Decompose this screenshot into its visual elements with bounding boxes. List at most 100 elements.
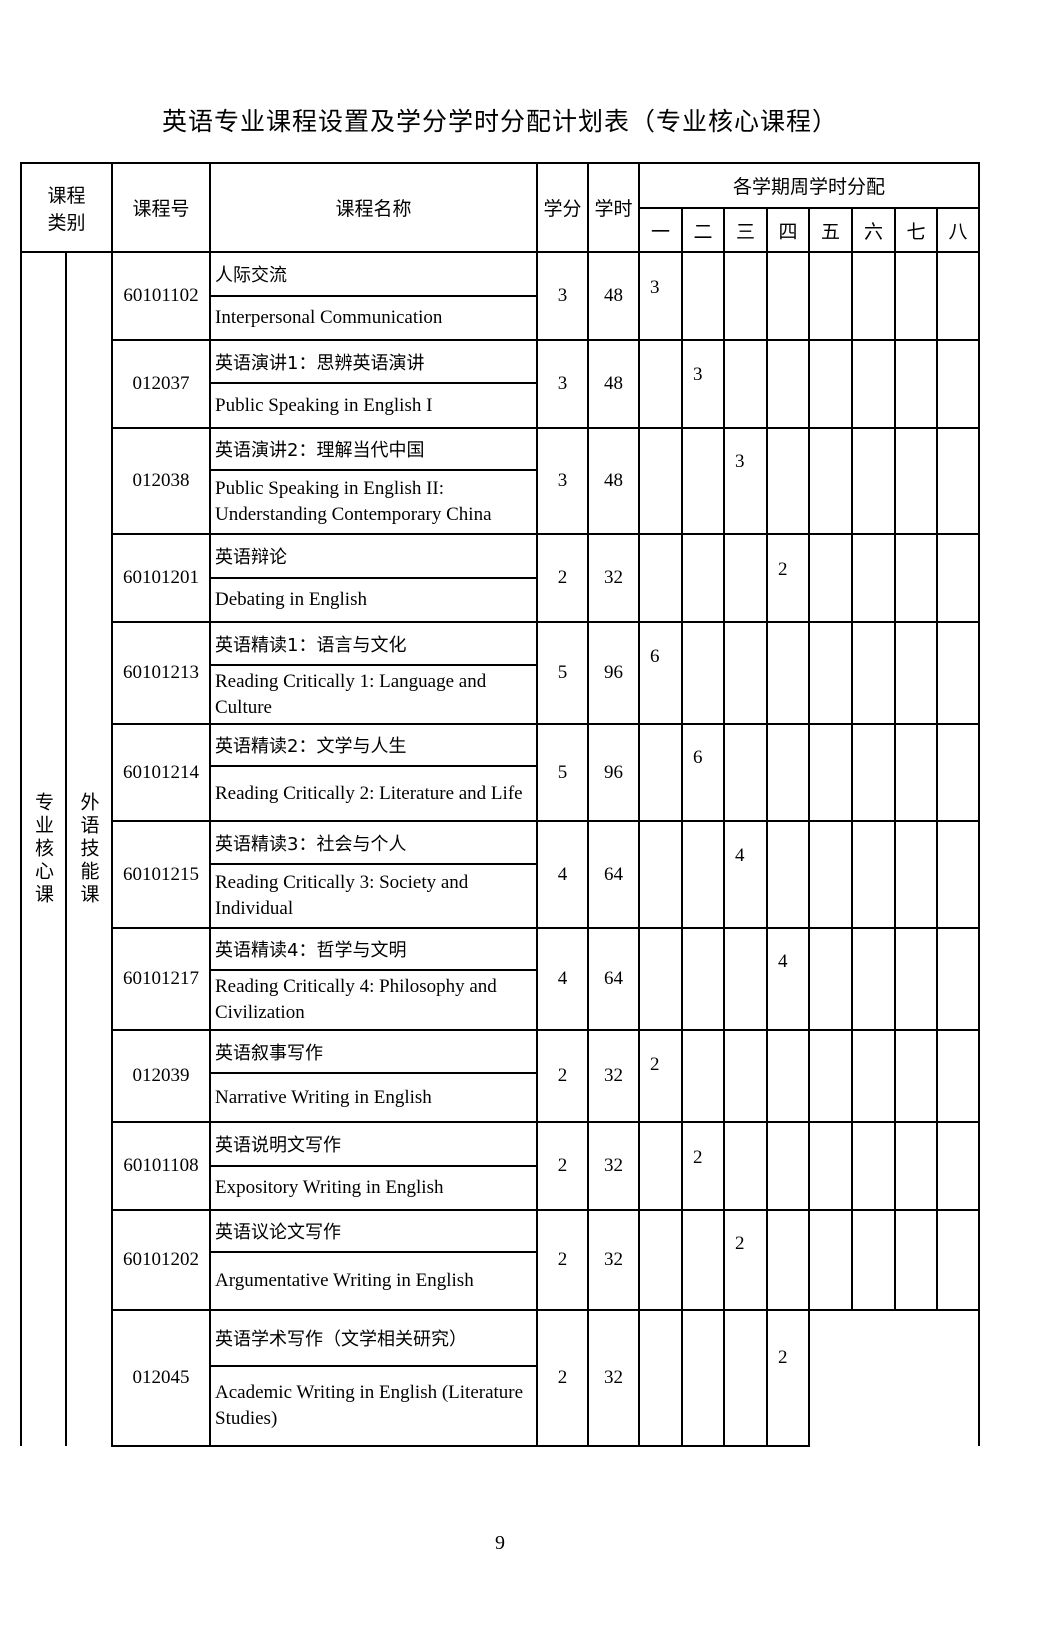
course-name: 英语演讲2：理解当代中国 Public Speaking in English I… <box>209 427 538 535</box>
semester-hours <box>723 533 768 623</box>
semester-hours <box>638 533 683 623</box>
table-row: 012037 英语演讲1：思辨英语演讲 Public Speaking in Eng… <box>21 339 980 429</box>
course-name-cn: 英语精读2：文学与人生 <box>211 725 536 767</box>
credit: 3 <box>536 251 589 341</box>
semester-hours <box>809 1310 852 1446</box>
credit: 2 <box>536 1209 589 1311</box>
credit: 2 <box>536 1121 589 1211</box>
credit: 4 <box>536 820 589 929</box>
header-semester: 六 <box>851 207 896 253</box>
course-code: 60101217 <box>111 927 211 1031</box>
semester-hours <box>808 1209 853 1311</box>
semester-hours <box>723 1029 768 1123</box>
course-code: 60101102 <box>111 251 211 341</box>
hours: 32 <box>587 1309 640 1447</box>
course-name-en: Reading Critically 1: Language and Cultu… <box>215 670 487 718</box>
credit: 5 <box>536 621 589 725</box>
semester-hours <box>936 1029 980 1123</box>
semester-hours <box>681 1309 725 1447</box>
semester-hours <box>851 251 896 341</box>
course-name-cn: 英语叙事写作 <box>211 1031 536 1074</box>
semester-hours: 6 <box>638 621 683 725</box>
semester-hours <box>638 1309 683 1447</box>
course-name-en: Reading Critically 2: Literature and Lif… <box>215 782 523 804</box>
semester-hours <box>723 339 768 429</box>
course-name-cn: 英语精读3：社会与个人 <box>211 822 536 865</box>
course-name-en: Debating in English <box>215 589 367 610</box>
hours: 64 <box>587 820 640 929</box>
semester-hours <box>808 723 853 822</box>
semester-hours <box>808 927 853 1031</box>
semester-hours <box>681 427 725 535</box>
credit: 3 <box>536 427 589 535</box>
header-semester: 五 <box>808 207 853 253</box>
credit: 2 <box>536 533 589 623</box>
course-code: 60101201 <box>111 533 211 623</box>
hours: 64 <box>587 927 640 1031</box>
header-hours: 学时 <box>587 162 640 253</box>
course-name-cn: 人际交流 <box>211 253 536 297</box>
course-name-en: Expository Writing in English <box>215 1177 444 1198</box>
semester-hours <box>851 1029 896 1123</box>
semester-hours <box>851 723 896 822</box>
course-name-cn: 英语说明文写作 <box>211 1123 536 1167</box>
course-name: 英语说明文写作 Expository Writing in English <box>209 1121 538 1211</box>
semester-hours <box>681 927 725 1031</box>
semester-hours <box>638 427 683 535</box>
semester-hours: 2 <box>638 1029 683 1123</box>
semester-hours <box>894 427 938 535</box>
course-name-en: Academic Writing in English (Literature … <box>215 1382 524 1429</box>
table-row: 60101201 英语辩论 Debating in English 2 32 2 <box>21 533 980 623</box>
header-code: 课程号 <box>111 162 211 253</box>
semester-hours <box>638 927 683 1031</box>
semester-hours <box>808 621 853 725</box>
course-name-en: Reading Critically 3: Society and Indivi… <box>215 872 469 919</box>
course-name: 英语学术写作（文学相关研究） Academic Writing in Englis… <box>209 1309 538 1447</box>
course-name: 英语演讲1：思辨英语演讲 Public Speaking in English I <box>209 339 538 429</box>
semester-hours <box>894 533 938 623</box>
hours: 32 <box>587 1209 640 1311</box>
course-name-en: Public Speaking in English II: Understan… <box>215 478 492 525</box>
course-name-cn: 英语学术写作（文学相关研究） <box>211 1311 536 1367</box>
semester-hours: 3 <box>638 251 683 341</box>
course-name-cn: 英语演讲1：思辨英语演讲 <box>211 341 536 384</box>
semester-hours <box>851 820 896 929</box>
semester-hours <box>681 621 725 725</box>
semester-hours <box>894 251 938 341</box>
semester-hours <box>851 427 896 535</box>
table-row: 60101108 英语说明文写作 Expository Writing in Eng… <box>21 1121 980 1211</box>
course-name: 英语叙事写作 Narrative Writing in English <box>209 1029 538 1123</box>
semester-hours <box>766 339 810 429</box>
header-semester: 八 <box>936 207 980 253</box>
course-name-en: Public Speaking in English I <box>215 394 433 416</box>
credit: 4 <box>536 927 589 1031</box>
semester-hours <box>851 927 896 1031</box>
table-row: 60101202 英语议论文写作 Argumentative Writing in … <box>21 1209 980 1311</box>
header-semester: 二 <box>681 207 725 253</box>
course-code: 012038 <box>111 427 211 535</box>
semester-hours <box>808 339 853 429</box>
hours: 48 <box>587 251 640 341</box>
semester-hours <box>808 427 853 535</box>
course-name-cn: 英语议论文写作 <box>211 1211 536 1253</box>
course-table: 课程类别 课程号 课程名称 学分 学时 各学期周学时分配 一二三四五六七八 专业… <box>20 162 980 1447</box>
semester-hours <box>894 1029 938 1123</box>
semester-hours <box>895 1310 937 1446</box>
semester-hours <box>681 820 725 929</box>
course-code: 012037 <box>111 339 211 429</box>
course-code: 60101202 <box>111 1209 211 1311</box>
header-credit: 学分 <box>536 162 589 253</box>
semester-hours <box>851 339 896 429</box>
semester-hours <box>766 621 810 725</box>
semester-hours <box>766 1029 810 1123</box>
semester-hours: 4 <box>766 927 810 1031</box>
semester-hours <box>766 1121 810 1211</box>
semester-hours: 2 <box>681 1121 725 1211</box>
semester-hours <box>851 621 896 725</box>
semester-hours <box>638 723 683 822</box>
semester-hours <box>852 1310 895 1446</box>
semester-hours <box>681 533 725 623</box>
semester-hours <box>851 1209 896 1311</box>
semester-hours <box>894 339 938 429</box>
course-name-en: Interpersonal Communication <box>215 307 443 328</box>
